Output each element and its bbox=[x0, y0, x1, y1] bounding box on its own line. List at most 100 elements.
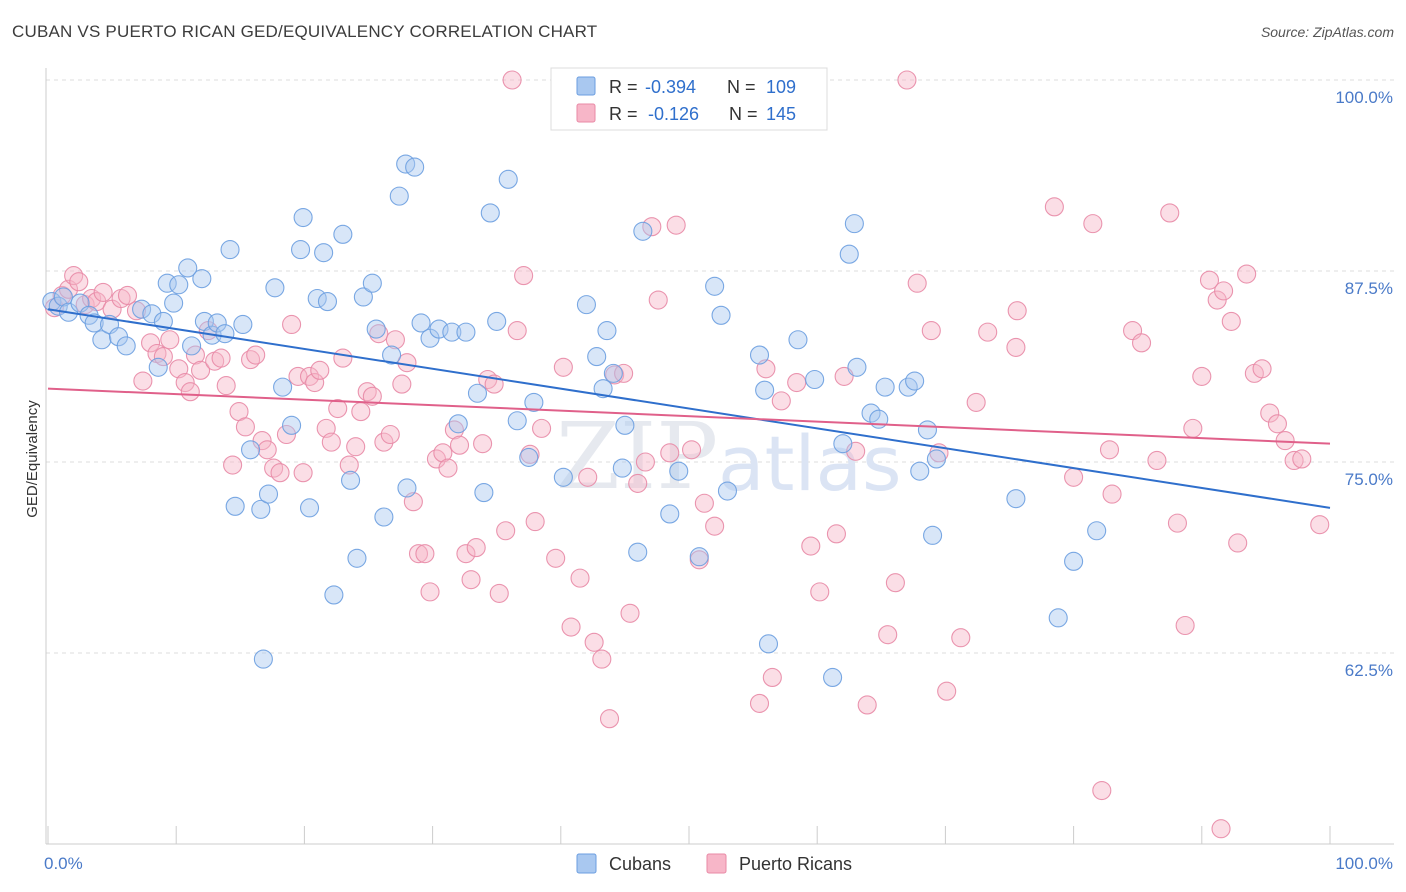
point-cubans bbox=[1064, 551, 1084, 571]
point-puerto-ricans bbox=[635, 452, 655, 472]
point-cubans bbox=[749, 345, 770, 365]
point-puerto-ricans bbox=[223, 455, 243, 475]
point-puerto-ricans bbox=[374, 432, 394, 452]
point-puerto-ricans bbox=[362, 386, 382, 406]
point-puerto-ricans bbox=[133, 371, 153, 391]
point-puerto-ricans bbox=[415, 544, 435, 564]
y-tick-labels: 62.5% 75.0% 87.5% 100.0% bbox=[1335, 88, 1393, 680]
point-puerto-ricans bbox=[1044, 197, 1064, 217]
point-cubans bbox=[833, 434, 853, 454]
point-cubans bbox=[507, 411, 527, 431]
point-cubans bbox=[353, 287, 373, 307]
point-cubans bbox=[53, 287, 73, 307]
point-puerto-ricans bbox=[270, 463, 290, 483]
point-puerto-ricans bbox=[496, 521, 516, 541]
point-puerto-ricans bbox=[570, 568, 590, 588]
point-cubans bbox=[576, 295, 596, 315]
point-cubans bbox=[389, 186, 409, 206]
point-cubans bbox=[823, 667, 843, 687]
point-cubans bbox=[480, 203, 500, 223]
y-tick-label: 100.0% bbox=[1335, 88, 1393, 107]
point-puerto-ricans bbox=[561, 617, 581, 637]
point-cubans bbox=[92, 330, 112, 350]
point-cubans bbox=[116, 336, 136, 356]
point-cubans bbox=[847, 357, 867, 377]
point-cubans bbox=[405, 157, 425, 177]
point-puerto-ricans bbox=[762, 667, 782, 687]
point-cubans bbox=[917, 420, 938, 440]
point-cubans bbox=[241, 440, 261, 460]
point-cubans bbox=[487, 311, 507, 331]
point-puerto-ricans bbox=[380, 424, 400, 445]
point-puerto-ricans bbox=[328, 398, 348, 419]
trend-line-cubans bbox=[47, 308, 1331, 509]
legend-n-value-cubans: 109 bbox=[766, 77, 796, 97]
point-puerto-ricans bbox=[392, 374, 412, 394]
point-puerto-ricans bbox=[246, 345, 266, 365]
point-cubans bbox=[132, 299, 152, 319]
point-cubans bbox=[926, 449, 946, 469]
correlation-legend: R = -0.394 N = 109 R = -0.126 N = 145 bbox=[550, 67, 828, 131]
point-puerto-ricans bbox=[1228, 533, 1248, 553]
point-cubans bbox=[587, 347, 607, 367]
legend-swatch-puerto-ricans bbox=[576, 103, 596, 123]
point-cubans bbox=[253, 649, 273, 669]
point-puerto-ricans bbox=[1260, 403, 1280, 423]
legend-bottom-swatch-cubans bbox=[576, 853, 597, 874]
point-puerto-ricans bbox=[160, 330, 180, 350]
y-tick-label: 62.5% bbox=[1345, 661, 1393, 680]
point-cubans bbox=[220, 240, 240, 260]
point-puerto-ricans bbox=[175, 372, 195, 393]
point-cubans bbox=[711, 305, 731, 325]
point-cubans bbox=[182, 336, 202, 356]
point-puerto-ricans bbox=[907, 273, 927, 293]
series-legend: Cubans Puerto Ricans bbox=[576, 853, 852, 874]
point-cubans bbox=[593, 379, 613, 399]
y-tick-label: 87.5% bbox=[1345, 279, 1393, 298]
point-puerto-ricans bbox=[1214, 281, 1234, 301]
point-puerto-ricans bbox=[351, 402, 371, 422]
point-cubans bbox=[498, 169, 518, 189]
point-cubans bbox=[317, 292, 338, 312]
axes bbox=[45, 68, 1394, 845]
point-cubans bbox=[474, 483, 494, 503]
point-puerto-ricans bbox=[705, 516, 725, 536]
point-puerto-ricans bbox=[339, 455, 359, 475]
chart-title: CUBAN VS PUERTO RICAN GED/EQUIVALENCY CO… bbox=[12, 22, 598, 41]
point-cubans bbox=[299, 498, 320, 518]
point-cubans bbox=[717, 481, 738, 501]
point-puerto-ricans bbox=[235, 417, 255, 437]
point-puerto-ricans bbox=[1252, 359, 1272, 379]
point-puerto-ricans bbox=[211, 348, 231, 368]
x-tick-label: 0.0% bbox=[44, 854, 83, 873]
point-puerto-ricans bbox=[1147, 450, 1167, 471]
point-puerto-ricans bbox=[420, 582, 440, 602]
x-tick-label: 100.0% bbox=[1335, 854, 1393, 873]
point-cubans bbox=[660, 504, 680, 524]
point-cubans bbox=[314, 243, 334, 263]
point-puerto-ricans bbox=[628, 473, 648, 493]
point-cubans bbox=[603, 363, 623, 383]
point-cubans bbox=[612, 458, 632, 478]
point-puerto-ricans bbox=[1199, 270, 1220, 290]
point-puerto-ricans bbox=[433, 443, 453, 463]
point-puerto-ricans bbox=[276, 424, 297, 445]
point-cubans bbox=[844, 214, 864, 234]
point-cubans bbox=[178, 258, 198, 278]
point-puerto-ricans bbox=[191, 360, 211, 380]
point-puerto-ricans bbox=[185, 345, 205, 365]
point-puerto-ricans bbox=[599, 709, 620, 729]
point-cubans bbox=[633, 221, 653, 241]
point-puerto-ricans bbox=[951, 628, 971, 648]
point-puerto-ricans bbox=[546, 548, 566, 568]
point-puerto-ricans bbox=[810, 582, 830, 602]
point-cubans bbox=[905, 371, 925, 391]
point-puerto-ricans bbox=[346, 437, 366, 457]
point-puerto-ricans bbox=[514, 266, 534, 286]
point-cubans bbox=[148, 357, 168, 377]
point-cubans bbox=[225, 496, 245, 516]
point-puerto-ricans bbox=[553, 357, 573, 377]
point-puerto-ricans bbox=[117, 285, 138, 305]
legend-bottom-label-puerto-ricans: Puerto Ricans bbox=[739, 854, 852, 874]
point-puerto-ricans bbox=[1211, 819, 1231, 839]
